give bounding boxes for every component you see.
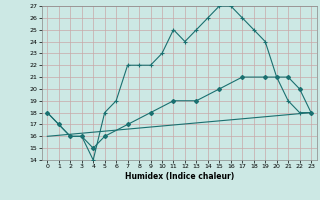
X-axis label: Humidex (Indice chaleur): Humidex (Indice chaleur): [124, 172, 234, 181]
